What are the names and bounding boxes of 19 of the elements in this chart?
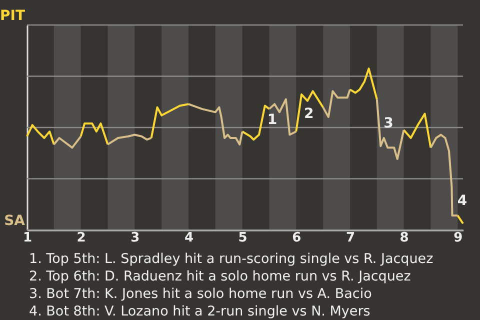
annotation: 4 — [457, 192, 468, 209]
x-tick-label: 6 — [292, 230, 302, 246]
text: 1. Top 5th: L. Spradley hit a run-scoring single vs R. Jacquez — [29, 251, 434, 267]
annotation: 1 — [267, 112, 278, 128]
x-tick-label: 2 — [76, 230, 86, 246]
text: 3. Bot 7th: K. Jones hit a solo home run vs A. Bacio — [29, 286, 372, 302]
text: 4. Bot 8th: V. Lozano hit a 2-run single vs N. Myers — [29, 304, 370, 320]
x-tick-label: 8 — [400, 230, 409, 246]
text: PIT — [0, 8, 26, 24]
x-tick-label: 9 — [454, 230, 463, 246]
x-tick-label: 3 — [130, 230, 140, 246]
annotation: 2 — [304, 106, 314, 122]
x-tick-label: 7 — [346, 230, 355, 246]
text: SA — [4, 213, 26, 229]
x-tick-label: 4 — [184, 230, 194, 246]
x-tick-label: 5 — [238, 230, 248, 246]
text: 2. Top 6th: D. Raduenz hit a solo home run vs R. Jacquez — [29, 268, 411, 284]
x-tick-label: 1 — [22, 230, 32, 246]
annotation: 3 — [384, 115, 394, 132]
